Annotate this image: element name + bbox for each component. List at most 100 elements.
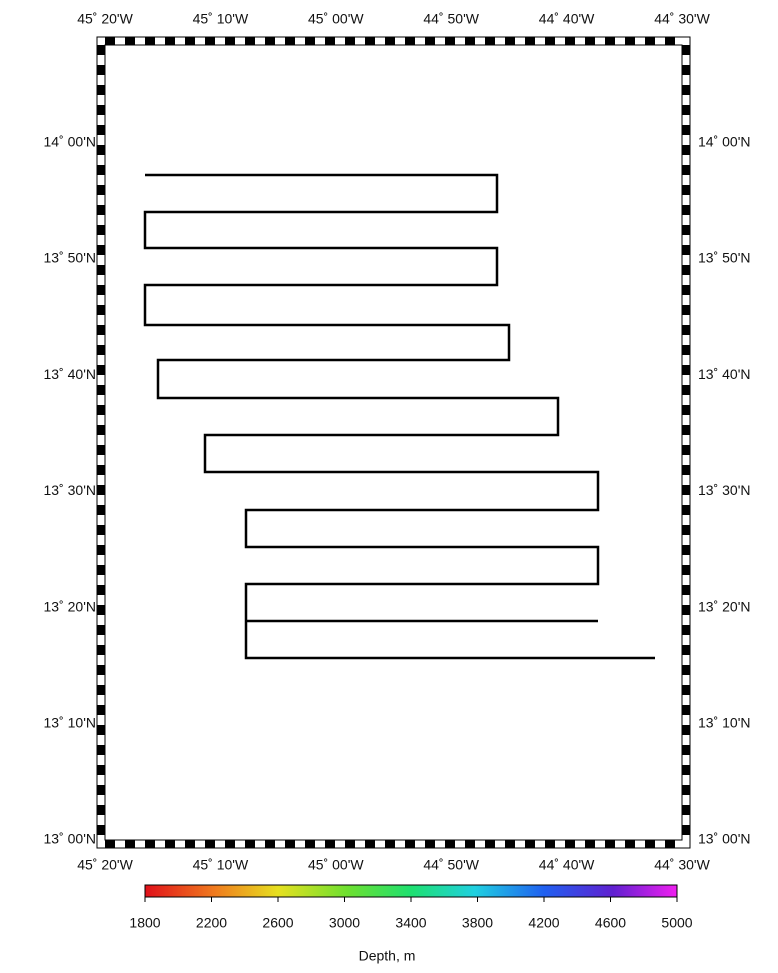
frame-tile [682, 125, 690, 135]
frame-tile [682, 105, 690, 115]
frame-tile [585, 840, 595, 848]
frame-tile [97, 445, 105, 455]
frame-tile [682, 385, 690, 395]
frame-tile [265, 37, 275, 45]
frame-tile [682, 525, 690, 535]
frame-tile [682, 225, 690, 235]
frame-tile [425, 37, 435, 45]
frame-outer [97, 37, 690, 848]
frame-tile [125, 37, 135, 45]
frame-tile [225, 840, 235, 848]
frame-tile [97, 265, 105, 275]
frame-tile [682, 785, 690, 795]
frame-tile [625, 37, 635, 45]
frame-tile [97, 245, 105, 255]
lat-label-left: 13˚ 00'N [44, 831, 96, 847]
frame-tile [682, 45, 690, 55]
frame-tile [682, 445, 690, 455]
frame-tile [682, 245, 690, 255]
frame-tile [645, 840, 655, 848]
lat-label-left: 13˚ 40'N [44, 366, 96, 382]
frame-tile [682, 285, 690, 295]
frame-tile [97, 565, 105, 575]
lat-label-right: 14˚ 00'N [698, 134, 750, 150]
frame-tile [97, 605, 105, 615]
frame-tile [405, 840, 415, 848]
frame-tile [682, 465, 690, 475]
frame-tile [97, 45, 105, 55]
colorbar-tick-label: 3000 [329, 915, 360, 931]
frame-tile [245, 37, 255, 45]
frame-tile [505, 840, 515, 848]
colorbar-tick-label: 1800 [129, 915, 160, 931]
lat-label-right: 13˚ 10'N [698, 715, 750, 731]
frame-tile [97, 525, 105, 535]
frame-tile [97, 705, 105, 715]
frame-tile [145, 840, 155, 848]
frame-tile [165, 37, 175, 45]
frame-tile [125, 840, 135, 848]
frame-tile [682, 725, 690, 735]
lat-label-left: 13˚ 10'N [44, 715, 96, 731]
colorbar-tick-label: 3800 [462, 915, 493, 931]
frame-tile [97, 405, 105, 415]
frame-tile [682, 605, 690, 615]
frame-tile [265, 840, 275, 848]
frame-tile [365, 37, 375, 45]
frame-tile [365, 840, 375, 848]
colorbar-tick-label: 2200 [196, 915, 227, 931]
frame-tile [425, 840, 435, 848]
frame-tile [97, 185, 105, 195]
frame-tile [97, 505, 105, 515]
frame-tile [682, 265, 690, 275]
frame-tile [97, 685, 105, 695]
frame-tile [97, 125, 105, 135]
frame-tile [605, 37, 615, 45]
frame-tile [605, 840, 615, 848]
lon-label-top: 44˚ 50'W [423, 11, 479, 27]
frame-tile [97, 105, 105, 115]
lon-label-bottom: 44˚ 30'W [654, 857, 710, 873]
frame-tile [682, 685, 690, 695]
lon-label-bottom: 44˚ 40'W [539, 857, 595, 873]
frame-tile [385, 37, 395, 45]
frame-tile [682, 365, 690, 375]
frame-tile [105, 37, 115, 45]
frame-tile [465, 37, 475, 45]
frame-tile [305, 840, 315, 848]
frame-tile [682, 745, 690, 755]
colorbar-tick-label: 5000 [661, 915, 692, 931]
frame-tile [682, 425, 690, 435]
lat-label-right: 13˚ 30'N [698, 482, 750, 498]
lon-label-top: 44˚ 40'W [539, 11, 595, 27]
frame-tile [682, 705, 690, 715]
frame-tile [97, 225, 105, 235]
frame-tile [97, 305, 105, 315]
frame-tile [285, 840, 295, 848]
lat-label-right: 13˚ 50'N [698, 250, 750, 266]
frame-tile [97, 585, 105, 595]
frame-tile [505, 37, 515, 45]
frame-tile [682, 545, 690, 555]
frame-tile [97, 645, 105, 655]
frame-tile [97, 165, 105, 175]
frame-tile [682, 325, 690, 335]
frame-tile [405, 37, 415, 45]
frame-tile [565, 840, 575, 848]
frame-tile [97, 325, 105, 335]
frame-tile [97, 345, 105, 355]
colorbar-tick-label: 3400 [395, 915, 426, 931]
frame-tile [682, 485, 690, 495]
frame-tile [105, 840, 115, 848]
frame-tile [525, 840, 535, 848]
frame-tile [97, 765, 105, 775]
colorbar [145, 885, 677, 897]
frame-tile [97, 65, 105, 75]
frame-tile [97, 545, 105, 555]
frame-tile [285, 37, 295, 45]
frame-tile [665, 840, 675, 848]
lon-label-bottom: 44˚ 50'W [423, 857, 479, 873]
frame-tile [645, 37, 655, 45]
lat-label-right: 13˚ 00'N [698, 831, 750, 847]
frame-tile [305, 37, 315, 45]
